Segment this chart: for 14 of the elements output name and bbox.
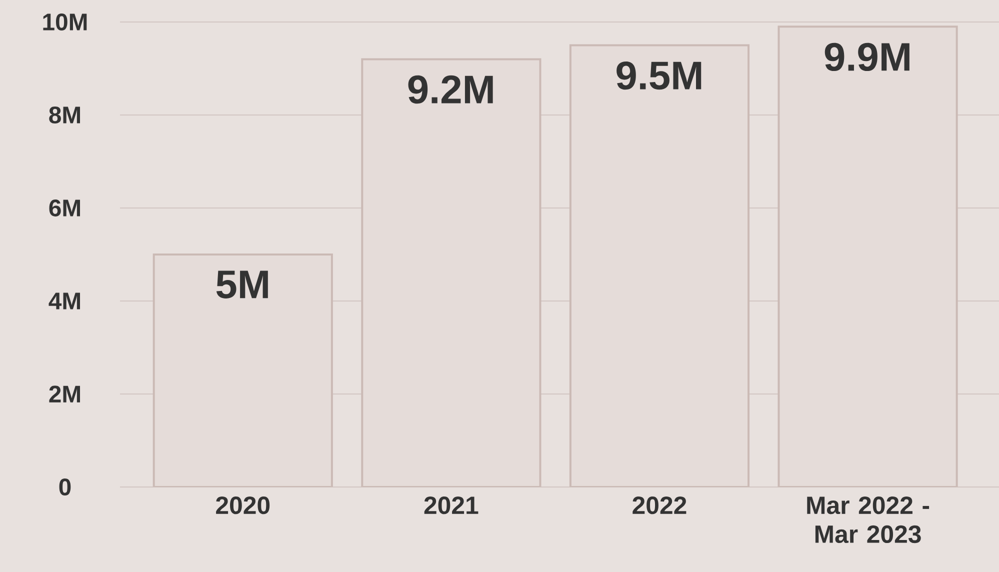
data-label: 5M	[216, 270, 268, 299]
y-tick-label: 10M	[43, 14, 87, 30]
y-tick-label: 0	[59, 478, 71, 496]
y-tick-label: 2M	[49, 386, 80, 402]
x-tick-label: 2020	[216, 496, 270, 514]
data-label: 9.5M	[616, 61, 702, 90]
data-label: 9.2M	[408, 75, 493, 104]
y-tick-label: 6M	[49, 200, 80, 216]
y-tick-label: 8M	[49, 106, 80, 124]
x-tick-label: Mar 2022 - Mar 2023	[807, 496, 930, 544]
x-tick-label: 2021	[424, 496, 478, 514]
x-tick-label: 2022	[632, 496, 686, 514]
data-label: 9.9M	[824, 42, 910, 72]
y-tick-label: 4M	[48, 292, 80, 310]
